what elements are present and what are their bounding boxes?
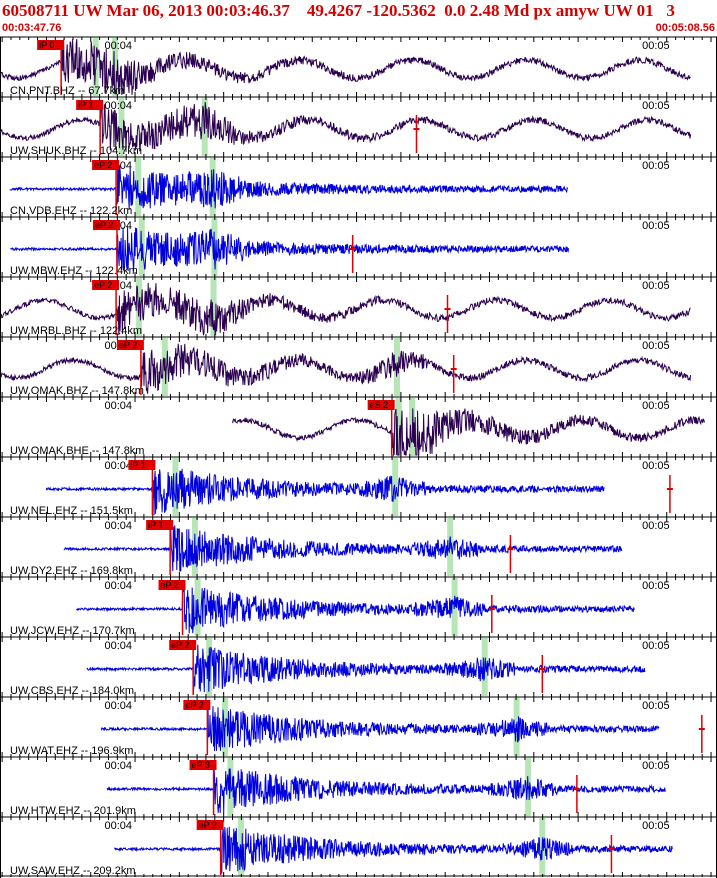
tick-label-0004: 00:04 — [104, 100, 132, 112]
pick-label: eP 2 — [94, 280, 112, 290]
station-label: UW.HTW.EHZ -- 201.9km — [10, 805, 136, 817]
pick-label-box — [189, 760, 217, 770]
station-label: UW.SHUK.BHZ -- 104.7km — [10, 145, 142, 157]
waveform-trace — [63, 525, 623, 572]
coda-end-band — [447, 518, 454, 576]
station-label: UW.OMAK.BHE -- 147.8km — [10, 445, 144, 457]
waveform-trace — [0, 100, 692, 152]
coda-end-band — [112, 38, 119, 96]
pick-label-box — [92, 160, 120, 170]
tick-label-0004: 00:04 — [104, 640, 132, 652]
pick-label-box — [158, 580, 186, 590]
tick-label-0005: 00:05 — [642, 160, 670, 172]
waveform-trace — [76, 582, 635, 634]
pick-label: eP 2 — [119, 340, 137, 350]
station-label: UW.MRBL.BHZ -- 122.4km — [10, 325, 142, 337]
waveform-trace — [9, 164, 569, 210]
tick-label-0005: 00:05 — [642, 460, 670, 472]
waveform-trace — [100, 705, 660, 752]
pick-label: eP 2 — [95, 220, 113, 230]
tick-label-0005: 00:05 — [642, 280, 670, 292]
tick-label-0004: 00:04 — [104, 520, 132, 532]
station-label: UW.MBW.EHZ -- 122.4km — [10, 265, 138, 277]
coda-start-band — [118, 98, 125, 156]
tick-label-0004: 00:04 — [104, 700, 132, 712]
start-time-label: 00:03:47.76 — [2, 22, 62, 34]
tick-label-0005: 00:05 — [642, 580, 670, 592]
waveform-trace — [0, 343, 692, 394]
coda-end-band — [392, 458, 399, 516]
pick-label-box — [116, 340, 144, 350]
waveform-trace — [86, 644, 646, 694]
pick-label-box — [37, 40, 65, 50]
pick-label: eP 2 — [161, 580, 179, 590]
station-label: UW.SAW.EHZ -- 209.2km — [10, 865, 136, 877]
waveform-trace — [231, 408, 705, 457]
end-time-label: 00:05:08.56 — [655, 22, 715, 34]
pick-label-box — [183, 700, 211, 710]
pick-label: eP 2 — [94, 160, 112, 170]
pick-label: iP 0 — [39, 40, 54, 50]
tick-label-0004: 00:04 — [104, 460, 132, 472]
pick-label-box — [76, 100, 104, 110]
tick-label-0005: 00:05 — [642, 400, 670, 412]
station-label: CN.VDB.EHZ -- 122.2km — [10, 205, 132, 217]
pick-label: iP 1 — [148, 520, 163, 530]
event-title: 60508711 UW Mar 06, 2013 00:03:46.37 49.… — [2, 1, 675, 20]
tick-label-0005: 00:05 — [642, 220, 670, 232]
station-label: UW.WAT.EHZ -- 196.9km — [10, 745, 133, 757]
pick-label-box — [196, 820, 224, 830]
coda-end-band — [210, 278, 217, 336]
tick-label-0005: 00:05 — [642, 700, 670, 712]
pick-label-box — [367, 400, 395, 410]
tick-label-0005: 00:05 — [642, 100, 670, 112]
tick-label-0005: 00:05 — [642, 520, 670, 532]
station-label: CN.PNT.BHZ -- 67.7km — [10, 85, 124, 97]
station-label: UW.NEL.EHZ -- 151.5km — [10, 505, 133, 517]
pick-label: eP 2 — [185, 700, 203, 710]
tick-label-0005: 00:05 — [642, 40, 670, 52]
waveform-trace — [0, 38, 691, 96]
tick-label-0005: 00:05 — [642, 820, 670, 832]
pick-label: eS 2 — [370, 400, 389, 410]
pick-label-box — [92, 280, 120, 290]
station-label: UW.CBS.EHZ -- 184.0km — [10, 685, 134, 697]
tick-label-0005: 00:05 — [642, 640, 670, 652]
tick-label-0004: 00:04 — [104, 760, 132, 772]
station-label: UW.JCW.EHZ -- 170.7km — [10, 625, 135, 637]
station-label: UW.OMAK.BHZ -- 147.8km — [10, 385, 144, 397]
waveform-trace — [45, 468, 605, 516]
tick-label-0005: 00:05 — [642, 760, 670, 772]
pick-label: eP 3 — [192, 760, 210, 770]
waveform-trace — [0, 282, 691, 337]
pick-label: eP 2 — [199, 820, 217, 830]
tick-label-0004: 00:04 — [104, 400, 132, 412]
waveform-trace — [106, 768, 666, 814]
pick-label: iP 1 — [78, 100, 93, 110]
tick-label-0004: 00:04 — [104, 820, 132, 832]
waveform-trace — [10, 226, 570, 276]
pick-label-box — [146, 520, 174, 530]
tick-label-0004: 00:04 — [104, 40, 132, 52]
pick-label-box — [92, 220, 120, 230]
station-label: UW.DY2.EHZ -- 169.8km — [10, 565, 133, 577]
tick-label-0004: 00:04 — [104, 580, 132, 592]
pick-label: eP 2 — [171, 640, 189, 650]
pick-label-box — [169, 640, 197, 650]
waveform-trace — [114, 826, 673, 874]
pick-label: iP 1 — [130, 460, 145, 470]
tick-label-0005: 00:05 — [642, 340, 670, 352]
coda-start-band — [395, 398, 402, 456]
pick-label-box — [128, 460, 156, 470]
